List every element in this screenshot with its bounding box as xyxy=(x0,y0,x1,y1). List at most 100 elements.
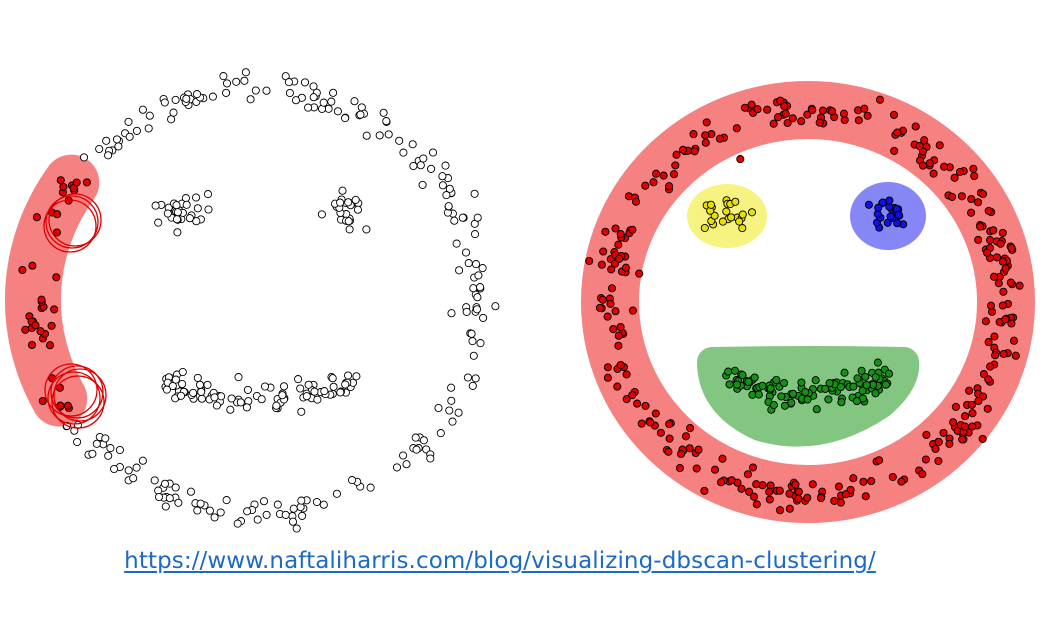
data-point xyxy=(886,212,895,221)
data-point xyxy=(585,256,594,266)
data-point xyxy=(777,392,786,401)
data-point xyxy=(730,366,740,375)
data-point xyxy=(967,400,976,409)
data-point xyxy=(765,495,774,504)
data-point xyxy=(185,214,194,223)
data-point xyxy=(889,110,899,119)
data-point xyxy=(706,200,716,209)
data-point xyxy=(272,401,281,410)
data-point xyxy=(745,487,754,496)
data-point xyxy=(864,200,873,209)
data-point xyxy=(632,197,641,206)
data-point xyxy=(469,351,478,360)
left-data-points xyxy=(18,68,500,533)
data-point xyxy=(317,210,326,219)
data-point xyxy=(241,68,250,77)
data-point xyxy=(785,489,794,498)
data-point xyxy=(138,456,147,465)
data-point xyxy=(637,419,646,428)
data-point xyxy=(114,142,123,151)
data-point xyxy=(289,504,298,513)
search-radius-circle xyxy=(47,371,101,425)
data-point xyxy=(881,380,890,389)
data-point xyxy=(983,248,992,257)
data-point xyxy=(753,105,762,114)
data-point xyxy=(409,161,418,171)
data-point xyxy=(772,375,781,384)
data-point xyxy=(811,376,820,385)
data-point xyxy=(725,380,734,389)
data-point xyxy=(785,504,794,513)
data-point xyxy=(332,489,341,498)
data-point xyxy=(438,172,447,181)
data-point xyxy=(279,382,289,391)
data-point xyxy=(234,373,243,382)
data-point xyxy=(27,340,37,350)
data-point xyxy=(467,329,476,338)
data-point xyxy=(124,466,133,475)
data-point xyxy=(399,451,408,460)
data-point xyxy=(471,260,481,269)
data-point xyxy=(260,382,270,391)
data-point xyxy=(614,341,623,350)
data-point xyxy=(167,115,176,124)
data-point xyxy=(173,208,182,217)
data-point xyxy=(79,153,89,162)
data-point xyxy=(172,201,181,210)
data-point xyxy=(710,211,719,220)
data-point xyxy=(285,88,294,98)
data-point xyxy=(893,128,902,137)
data-point xyxy=(205,506,214,515)
data-point xyxy=(918,161,928,170)
data-point xyxy=(724,367,733,376)
data-point xyxy=(438,181,447,190)
data-point xyxy=(702,118,711,127)
data-point xyxy=(998,257,1007,266)
data-point xyxy=(262,86,271,95)
data-point xyxy=(840,368,849,377)
data-point xyxy=(447,309,456,318)
data-point xyxy=(408,140,417,149)
data-point xyxy=(735,217,744,226)
data-point xyxy=(32,213,41,222)
data-point xyxy=(732,124,741,133)
data-point xyxy=(353,205,362,214)
data-point xyxy=(633,399,642,408)
data-point xyxy=(210,393,219,402)
data-point xyxy=(186,487,196,496)
data-point xyxy=(992,253,1002,262)
data-point xyxy=(402,460,411,469)
data-point xyxy=(794,487,803,496)
data-point xyxy=(463,373,472,382)
data-point xyxy=(144,124,153,133)
data-point xyxy=(336,388,345,397)
data-point xyxy=(59,182,68,191)
data-point xyxy=(1001,315,1010,324)
data-point xyxy=(192,217,201,226)
data-point xyxy=(450,216,459,225)
data-point xyxy=(854,116,863,125)
data-point xyxy=(203,380,212,389)
data-point xyxy=(875,456,884,465)
data-point xyxy=(803,110,812,119)
data-point xyxy=(781,109,790,118)
data-point xyxy=(36,327,45,336)
data-point xyxy=(744,377,753,386)
data-point xyxy=(288,517,298,526)
data-point xyxy=(471,374,480,383)
data-point xyxy=(454,408,463,417)
data-point xyxy=(974,198,983,207)
data-point xyxy=(329,88,338,97)
source-url-link[interactable]: https://www.naftaliharris.com/blog/visua… xyxy=(124,548,876,574)
data-point xyxy=(863,111,872,120)
data-point xyxy=(217,392,226,401)
data-point xyxy=(216,508,225,517)
data-point xyxy=(195,380,205,389)
data-point xyxy=(780,102,789,111)
data-point xyxy=(344,371,353,380)
data-point xyxy=(692,464,701,473)
data-point xyxy=(375,131,384,140)
data-point xyxy=(911,122,920,131)
data-point xyxy=(208,92,217,101)
